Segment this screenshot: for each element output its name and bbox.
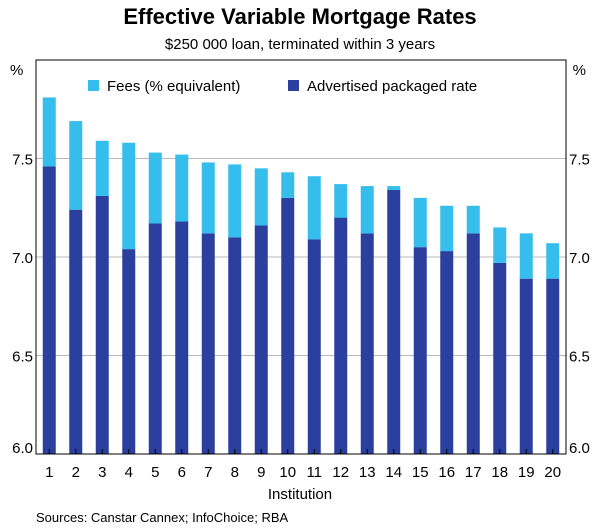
y-tick-label-right: 6.5 [569,349,590,366]
x-tick-label: 1 [45,464,53,481]
bar-advertised-rate [360,233,374,454]
y-tick-label-right: 7.0 [569,250,590,267]
bar-advertised-rate [122,249,136,454]
x-tick-label: 12 [332,464,349,481]
x-tick-label: 15 [412,464,429,481]
bar-fees [519,233,533,279]
y-tick-label-left: 7.0 [12,250,33,267]
bar-advertised-rate [254,225,268,454]
x-tick-label: 19 [518,464,535,481]
bar-fees [254,168,268,226]
bar-fees [387,186,401,191]
bar-fees [42,97,56,167]
y-axis-unit-left: % [10,62,24,79]
x-tick-label: 6 [178,464,186,481]
bar-advertised-rate [307,239,321,454]
bar-advertised-rate [69,209,83,454]
source-note: Sources: Canstar Cannex; InfoChoice; RBA [36,510,289,525]
bar-fees [334,184,348,218]
legend-label: Advertised packaged rate [307,78,477,95]
bar-fees [148,152,162,224]
y-tick-label-left: 6.0 [12,440,33,457]
bar-advertised-rate [201,233,215,454]
x-tick-label: 4 [125,464,133,481]
bar-advertised-rate [281,197,295,454]
x-tick-label: 8 [231,464,239,481]
legend-swatch [288,80,299,91]
bar-fees [122,142,136,250]
x-tick-label: 2 [72,464,80,481]
x-tick-label: 20 [544,464,561,481]
legend-label: Fees (% equivalent) [107,78,240,95]
bar-fees [360,186,374,234]
bar-advertised-rate [546,278,560,454]
x-tick-label: 7 [204,464,212,481]
y-tick-label-right: 6.0 [569,440,590,457]
x-tick-label: 10 [279,464,296,481]
bar-fees [546,243,560,279]
y-tick-label-left: 7.5 [12,152,33,169]
bar-fees [69,121,83,210]
bar-fees [466,205,480,234]
bar-fees [281,172,295,198]
bar-advertised-rate [42,166,56,454]
bar-advertised-rate [413,247,427,454]
bar-fees [307,176,321,240]
bar-advertised-rate [387,190,401,454]
bar-fees [95,140,109,196]
bar-fees [175,154,189,222]
chart-title: Effective Variable Mortgage Rates [123,4,477,29]
bar-fees [440,205,454,252]
bar-advertised-rate [466,233,480,454]
x-tick-label: 13 [359,464,376,481]
chart-subtitle: $250 000 loan, terminated within 3 years [164,36,436,53]
y-axis-unit-right: % [572,62,586,79]
y-tick-label-right: 7.5 [569,152,590,169]
x-tick-label: 16 [438,464,455,481]
bar-fees [228,164,242,238]
bar-advertised-rate [228,237,242,454]
x-tick-label: 14 [385,464,402,481]
y-tick-label-left: 6.5 [12,349,33,366]
x-tick-label: 18 [491,464,508,481]
x-tick-label: 9 [257,464,265,481]
bar-advertised-rate [148,223,162,454]
x-tick-label: 5 [151,464,159,481]
bar-advertised-rate [493,262,507,454]
bar-advertised-rate [519,278,533,454]
bar-advertised-rate [175,221,189,454]
bar-fees [413,197,427,248]
x-tick-label: 3 [98,464,106,481]
bar-fees [201,162,215,234]
x-tick-label: 17 [465,464,482,481]
bar-advertised-rate [440,251,454,454]
legend-swatch [88,80,99,91]
x-tick-label: 11 [306,464,322,481]
bar-fees [493,227,507,263]
bar-advertised-rate [95,195,109,454]
x-axis-title: Institution [267,486,333,503]
plot-frame [35,59,567,455]
bar-advertised-rate [334,217,348,454]
